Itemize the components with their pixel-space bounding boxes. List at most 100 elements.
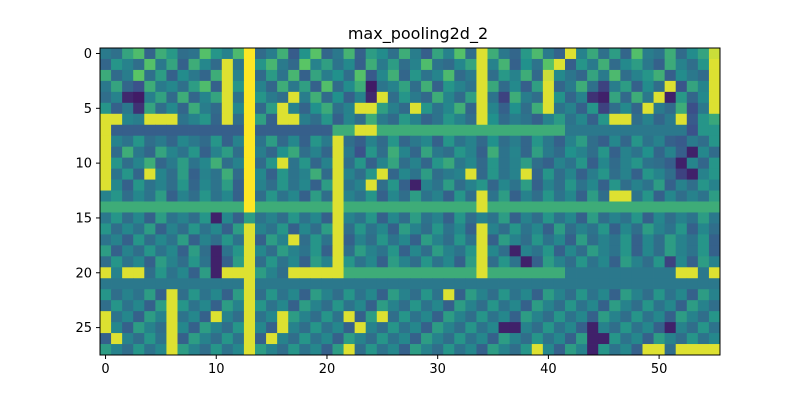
heatmap-cell (100, 135, 112, 148)
heatmap-cell (243, 256, 256, 268)
heatmap-cell (498, 322, 511, 334)
heatmap-cell (576, 344, 588, 356)
heatmap-cell (299, 289, 311, 301)
heatmap-cell (321, 278, 333, 290)
heatmap-cell (531, 201, 544, 213)
heatmap-cell (155, 58, 167, 71)
heatmap-cell (476, 201, 488, 213)
heatmap-cell (454, 135, 466, 148)
heatmap-cell (454, 168, 466, 180)
heatmap-cell (177, 223, 189, 235)
heatmap-cell (587, 157, 599, 169)
heatmap-cell (565, 157, 577, 169)
heatmap-cell (421, 48, 433, 60)
heatmap-cell (664, 234, 677, 246)
heatmap-cell (277, 344, 289, 356)
heatmap-cell (565, 91, 577, 104)
heatmap-cell (520, 80, 533, 93)
heatmap-cell (531, 267, 544, 279)
heatmap-cell (520, 135, 533, 148)
heatmap-cell (376, 212, 389, 224)
heatmap-cell (686, 223, 699, 235)
heatmap-cell (232, 333, 245, 345)
heatmap-cell (365, 289, 378, 301)
heatmap-cell (321, 322, 333, 334)
heatmap-cell (398, 58, 411, 71)
heatmap-cell (620, 58, 632, 71)
heatmap-cell (697, 300, 710, 312)
heatmap-cell (609, 146, 621, 159)
heatmap-cell (542, 256, 555, 268)
heatmap-cell (542, 179, 555, 191)
heatmap-cell (443, 157, 455, 169)
heatmap-cell (288, 245, 300, 257)
heatmap-cell (133, 245, 145, 257)
heatmap-cell (188, 289, 201, 301)
heatmap-cell (542, 48, 555, 60)
y-tick-label: 10 (75, 157, 92, 172)
heatmap-cell (199, 344, 212, 356)
heatmap-cell (243, 146, 256, 159)
heatmap-cell (631, 300, 643, 312)
heatmap-cell (122, 311, 134, 323)
heatmap-cell (432, 333, 444, 345)
heatmap-cell (653, 256, 666, 268)
heatmap-cell (675, 113, 688, 126)
heatmap-cell (631, 278, 643, 290)
heatmap-cell (255, 190, 267, 202)
heatmap-cell (520, 322, 533, 334)
heatmap-cell (576, 333, 588, 345)
heatmap-cell (398, 146, 411, 159)
heatmap-cell (321, 212, 333, 224)
heatmap-cell (520, 234, 533, 246)
heatmap-cell (653, 289, 666, 301)
heatmap-cell (166, 289, 178, 301)
heatmap-cell (675, 333, 688, 345)
heatmap-cell (122, 278, 134, 290)
heatmap-cell (299, 212, 311, 224)
heatmap-cell (100, 168, 112, 180)
heatmap-cell (421, 190, 433, 202)
heatmap-cell (144, 113, 156, 126)
heatmap-cell (531, 135, 544, 148)
heatmap-cell (553, 69, 566, 82)
heatmap-cell (432, 157, 444, 169)
heatmap-cell (631, 58, 643, 71)
heatmap-cell (221, 212, 234, 224)
heatmap-cell (576, 48, 588, 60)
heatmap-cell (188, 179, 201, 191)
heatmap-cell (188, 48, 201, 60)
heatmap-cell (598, 300, 610, 312)
heatmap-cell (122, 113, 134, 126)
heatmap-cell (542, 168, 555, 180)
heatmap-cell (387, 157, 400, 169)
heatmap-cell (410, 91, 422, 104)
heatmap-cell (642, 69, 654, 82)
heatmap-cell (565, 113, 577, 126)
heatmap-cell (487, 91, 499, 104)
heatmap-cell (587, 311, 599, 323)
heatmap-cell (531, 190, 544, 202)
heatmap-cell (664, 124, 677, 137)
heatmap-cell (553, 322, 566, 334)
heatmap-cell (221, 190, 234, 202)
heatmap-cell (432, 146, 444, 159)
heatmap-cell (398, 245, 411, 257)
heatmap-cell (188, 157, 201, 169)
heatmap-cell (553, 91, 566, 104)
heatmap-cell (199, 289, 212, 301)
heatmap-cell (620, 245, 632, 257)
heatmap-cell (321, 311, 333, 323)
heatmap-cell (221, 80, 234, 93)
heatmap-cell (487, 69, 499, 82)
heatmap-cell (476, 234, 488, 246)
heatmap-cell (188, 58, 201, 71)
heatmap-cell (376, 234, 389, 246)
heatmap-cell (111, 333, 123, 345)
heatmap-cell (653, 333, 666, 345)
heatmap-cell (421, 311, 433, 323)
heatmap-cell (277, 212, 289, 224)
heatmap-cell (487, 234, 499, 246)
heatmap-cell (598, 201, 610, 213)
heatmap-cell (432, 344, 444, 356)
